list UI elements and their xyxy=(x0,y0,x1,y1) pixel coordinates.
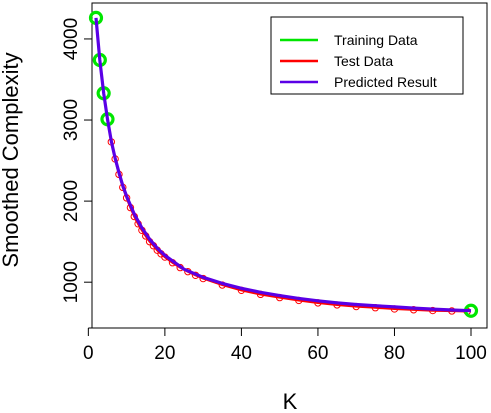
x-tick-label-4: 80 xyxy=(384,343,405,364)
x-tick-label-1: 20 xyxy=(154,343,175,364)
legend-label-0: Training Data xyxy=(334,32,418,48)
legend-label-2: Predicted Result xyxy=(334,74,437,90)
test-data-line xyxy=(110,141,468,313)
y-tick-label-1: 2000 xyxy=(61,180,82,222)
x-tick-label-0: 0 xyxy=(83,343,94,364)
x-tick-label-3: 60 xyxy=(307,343,328,364)
x-tick-label-2: 40 xyxy=(231,343,252,364)
axes: 0 20 40 60 80 100 1000 2000 3000 4000 xyxy=(61,18,487,364)
x-tick-label-5: 100 xyxy=(455,343,487,364)
y-tick-label-2: 3000 xyxy=(61,99,82,141)
y-tick-label-0: 1000 xyxy=(61,261,82,303)
predicted-result-line xyxy=(94,17,472,313)
x-axis-title: K xyxy=(283,389,298,413)
chart-marks xyxy=(88,10,479,318)
y-tick-label-3: 4000 xyxy=(61,18,82,60)
legend-label-1: Test Data xyxy=(334,53,393,69)
y-axis-title: Smoothed Complexity xyxy=(0,52,23,267)
legend: Training Data Test Data Predicted Result xyxy=(270,16,464,95)
